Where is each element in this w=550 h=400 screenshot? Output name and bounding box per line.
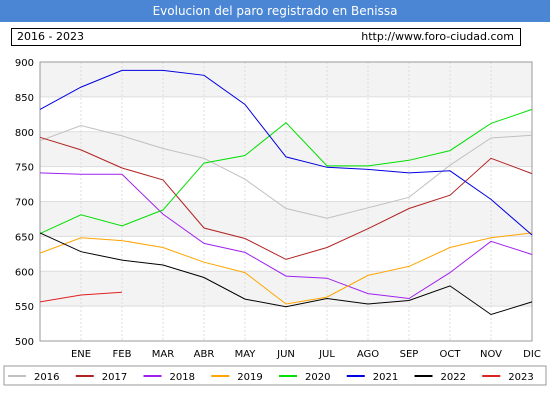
y-tick-label: 900 <box>15 58 34 69</box>
period-label: 2016 - 2023 <box>17 30 84 43</box>
chart-title: Evolucion del paro registrado en Benissa <box>0 0 550 22</box>
legend-label-2021: 2021 <box>373 372 398 383</box>
x-axis: ENE FEB MAR ABR MAY JUN JUL AGO SEP OCT NOV DIC <box>71 349 541 360</box>
series-line-2016 <box>39 124 533 219</box>
x-tick-label: OCT <box>440 349 462 360</box>
y-tick-label: 850 <box>15 93 34 104</box>
background-band <box>40 271 532 307</box>
legend-label-2019: 2019 <box>237 372 262 383</box>
series-line-2023 <box>39 291 123 303</box>
x-tick-label: FEB <box>113 349 132 360</box>
y-tick-label: 600 <box>15 267 34 278</box>
x-tick-label: MAR <box>152 349 174 360</box>
source-url: http://www.foro-ciudad.com <box>361 30 514 43</box>
plot-border <box>39 61 533 342</box>
background-band <box>40 131 532 167</box>
y-tick-label: 700 <box>15 198 34 209</box>
legend-label-2020: 2020 <box>305 372 330 383</box>
x-tick-label: MAY <box>235 349 257 360</box>
legend-label-2022: 2022 <box>441 372 466 383</box>
x-tick-label: JUL <box>318 349 335 360</box>
x-tick-label: ABR <box>194 349 215 360</box>
info-box: 2016 - 2023 http://www.foro-ciudad.com <box>11 28 521 46</box>
series-line-2018 <box>39 172 533 300</box>
y-tick-label: 550 <box>15 302 34 313</box>
x-tick-label: JUN <box>276 349 295 360</box>
x-tick-label: DIC <box>523 349 541 360</box>
legend: 2016 2017 2018 2019 2020 2021 2022 2023 <box>3 365 547 386</box>
x-tick-label: NOV <box>480 349 502 360</box>
series-line-2019 <box>39 232 533 305</box>
legend-label-2018: 2018 <box>170 372 195 383</box>
series-lines <box>39 69 533 316</box>
series-line-2021 <box>39 69 533 236</box>
series-line-2017 <box>39 136 533 260</box>
y-tick-label: 800 <box>15 128 34 139</box>
y-tick-label: 750 <box>15 163 34 174</box>
series-line-2020 <box>39 108 533 235</box>
legend-label-2017: 2017 <box>102 372 127 383</box>
legend-label-2016: 2016 <box>34 372 59 383</box>
y-tick-label: 650 <box>15 232 34 243</box>
series-line-2022 <box>39 232 533 316</box>
y-tick-label: 500 <box>15 337 34 348</box>
legend-label-2023: 2023 <box>508 372 533 383</box>
y-axis: 500 550 600 650 700 750 800 850 900 <box>15 58 34 348</box>
x-tick-label: SEP <box>400 349 419 360</box>
x-tick-label: AGO <box>357 349 379 360</box>
legend-box <box>3 365 547 386</box>
x-tick-label: ENE <box>71 349 91 360</box>
